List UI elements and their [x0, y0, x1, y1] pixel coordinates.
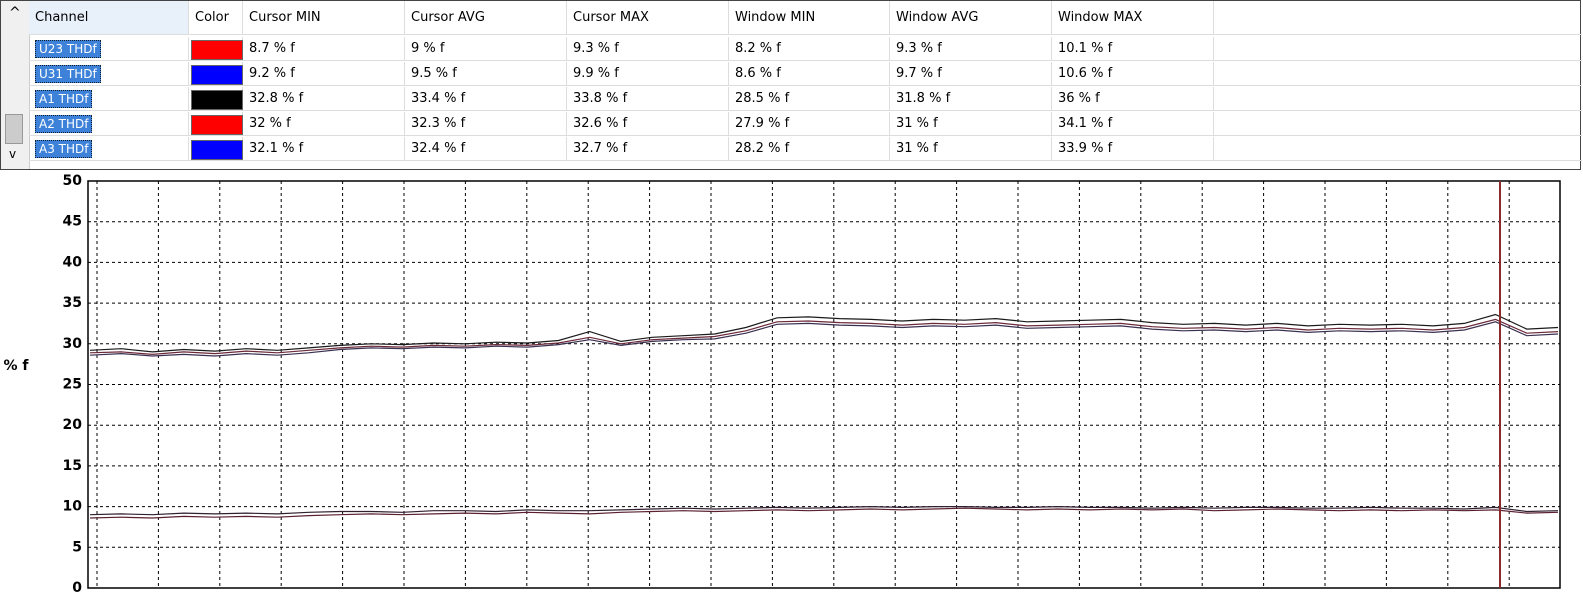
column-header[interactable]: Cursor MAX	[567, 1, 729, 35]
value-cell: 28.2 % f	[729, 137, 890, 161]
value-cell: 10.6 % f	[1052, 62, 1214, 86]
value-cell: 31.8 % f	[890, 87, 1052, 111]
value-cell: 31 % f	[890, 137, 1052, 161]
value-cell: 33.8 % f	[567, 87, 729, 111]
value-cell: 9.5 % f	[405, 62, 567, 86]
scroll-up[interactable]: ^	[9, 5, 21, 21]
row-filler	[1214, 112, 1582, 136]
color-cell[interactable]	[189, 137, 243, 161]
value-cell: 10.1 % f	[1052, 37, 1214, 61]
row-filler	[1214, 37, 1582, 61]
color-swatch[interactable]	[191, 65, 243, 85]
row-filler	[1214, 62, 1582, 86]
channel-cell[interactable]: A2 THDf	[29, 112, 189, 136]
y-tick-label: 35	[63, 295, 82, 311]
y-tick-label: 10	[63, 499, 83, 515]
column-header[interactable]: Cursor MIN	[243, 1, 405, 35]
value-cell: 9.2 % f	[243, 62, 405, 86]
series-line	[89, 505, 1559, 516]
channel-cell[interactable]: U31 THDf	[29, 62, 189, 86]
color-swatch[interactable]	[191, 115, 243, 135]
color-cell[interactable]	[189, 87, 243, 111]
value-cell: 27.9 % f	[729, 112, 890, 136]
value-cell: 32.6 % f	[567, 112, 729, 136]
color-cell[interactable]	[189, 37, 243, 61]
value-cell: 9 % f	[405, 37, 567, 61]
value-cell: 28.5 % f	[729, 87, 890, 111]
column-header[interactable]: Window MIN	[729, 1, 890, 35]
value-cell: 8.6 % f	[729, 62, 890, 86]
value-cell: 32.4 % f	[405, 137, 567, 161]
value-cell: 9.9 % f	[567, 62, 729, 86]
chart: % f 0 5 10 15 20 25 30 35 40 45 50	[4, 173, 1561, 596]
value-cell: 8.2 % f	[729, 37, 890, 61]
value-cell: 32 % f	[243, 112, 405, 136]
y-tick-label: 45	[63, 214, 82, 230]
series-line	[89, 313, 1559, 353]
channel-table: ^ v Channel Color Cursor MIN Cursor AVG Curs…	[0, 0, 1582, 170]
value-cell: 32.7 % f	[567, 137, 729, 161]
value-cell: 9.3 % f	[890, 37, 1052, 61]
channel-cell[interactable]: A3 THDf	[29, 137, 189, 161]
column-header[interactable]: Channel	[29, 1, 189, 35]
row-filler	[1214, 137, 1582, 161]
plot-area	[87, 180, 1561, 589]
row-filler	[1214, 87, 1582, 111]
y-tick-label: 5	[72, 539, 82, 555]
channel-label[interactable]: U31 THDf	[35, 65, 101, 83]
column-header[interactable]: Color	[189, 1, 243, 35]
series-line	[89, 321, 1559, 357]
value-cell: 9.7 % f	[890, 62, 1052, 86]
value-cell: 31 % f	[890, 112, 1052, 136]
column-header[interactable]: Window AVG	[890, 1, 1052, 35]
color-swatch[interactable]	[191, 40, 243, 60]
y-tick-label: 20	[63, 417, 83, 433]
value-cell: 32.3 % f	[405, 112, 567, 136]
value-cell: 32.8 % f	[243, 87, 405, 111]
scroll-down[interactable]: v	[9, 147, 17, 161]
y-axis-label: % f	[4, 358, 30, 374]
series-line	[89, 507, 1559, 519]
header-filler	[1214, 1, 1582, 35]
series-line	[89, 318, 1559, 356]
channel-label[interactable]: A2 THDf	[35, 115, 93, 133]
value-cell: 34.1 % f	[1052, 112, 1214, 136]
channel-cell[interactable]: U23 THDf	[29, 37, 189, 61]
value-cell: 9.3 % f	[567, 37, 729, 61]
color-swatch[interactable]	[191, 90, 243, 110]
y-tick-label: 40	[63, 254, 83, 270]
y-tick-label: 0	[72, 580, 82, 596]
column-header[interactable]: Cursor AVG	[405, 1, 567, 35]
y-tick-label: 25	[63, 377, 82, 393]
scroll-thumb[interactable]	[5, 114, 23, 144]
channel-label[interactable]: A3 THDf	[35, 140, 93, 158]
value-cell: 8.7 % f	[243, 37, 405, 61]
table-scrollbar[interactable]: ^ v	[1, 1, 30, 169]
value-cell: 33.4 % f	[405, 87, 567, 111]
value-cell: 36 % f	[1052, 87, 1214, 111]
value-cell: 33.9 % f	[1052, 137, 1214, 161]
channel-cell[interactable]: A1 THDf	[29, 87, 189, 111]
color-cell[interactable]	[189, 62, 243, 86]
color-swatch[interactable]	[191, 140, 243, 160]
y-tick-label: 30	[63, 336, 83, 352]
channel-label[interactable]: U23 THDf	[35, 40, 101, 58]
color-cell[interactable]	[189, 112, 243, 136]
channel-label[interactable]: A1 THDf	[35, 90, 93, 108]
y-tick-label: 15	[63, 458, 82, 474]
column-header[interactable]: Window MAX	[1052, 1, 1214, 35]
value-cell: 32.1 % f	[243, 137, 405, 161]
y-tick-label: 50	[63, 173, 83, 189]
